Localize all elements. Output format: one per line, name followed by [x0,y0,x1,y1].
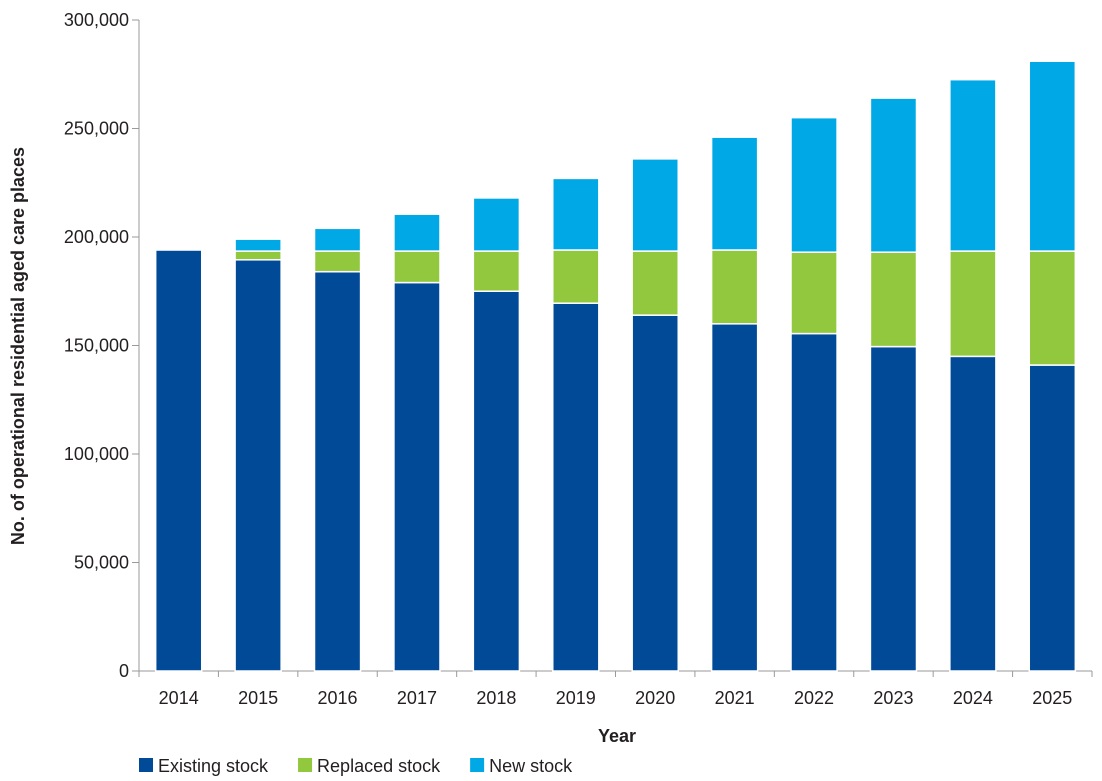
x-tick-label: 2023 [873,688,913,708]
bar-segment-new-stock [393,213,441,252]
bars [154,60,1077,672]
bar-segment-existing-stock [234,259,282,672]
legend-swatch-existing-stock [139,758,153,772]
bar-segment-replaced-stock [234,250,282,261]
x-tick-label: 2014 [159,688,199,708]
bar-segment-replaced-stock [552,249,600,304]
bar-segment-existing-stock [710,323,759,672]
x-tick-label: 2019 [556,688,596,708]
x-tick-label: 2018 [476,688,516,708]
bar-segment-existing-stock [313,270,362,672]
x-tick-label: 2024 [953,688,993,708]
bar-segment-existing-stock [631,314,679,672]
x-tick-label: 2021 [715,688,755,708]
x-tick-label: 2017 [397,688,437,708]
bar-segment-replaced-stock [472,250,521,292]
x-tick-label: 2020 [635,688,675,708]
x-tick-label: 2016 [318,688,358,708]
bar-segment-replaced-stock [790,251,838,335]
x-tick-label: 2015 [238,688,278,708]
bar-segment-existing-stock [472,290,521,672]
bar-segment-replaced-stock [1028,250,1077,366]
x-tick-label: 2025 [1032,688,1072,708]
bar-segment-new-stock [1028,60,1077,252]
x-axis: 2014 2015 2016 2017 2018 2019 2020 2021 2022 2023… [138,670,1093,708]
bar-segment-new-stock [710,136,759,251]
bar-segment-new-stock [869,97,918,253]
bar-segment-new-stock [790,116,838,253]
bar-segment-existing-stock [869,345,918,672]
x-tick-label: 2022 [794,688,834,708]
legend-swatch-replaced-stock [298,758,313,772]
y-tick-label: 300,000 [64,10,129,30]
bar-segment-new-stock [552,177,600,251]
bar-segment-replaced-stock [869,251,918,348]
bar-segment-new-stock [313,227,362,252]
y-axis: 0 50,000 100,000 150,000 200,000 250,000 300,0… [64,10,140,681]
bar-segment-replaced-stock [949,250,997,358]
bar-segment-existing-stock [949,355,997,672]
bar-segment-new-stock [631,158,679,252]
legend-label-existing-stock: Existing stock [158,756,269,776]
bar-segment-new-stock [472,197,521,252]
bar-segment-existing-stock [1028,364,1077,672]
y-tick-label: 250,000 [64,119,129,139]
bar-segment-existing-stock [393,281,441,672]
legend-swatch-new-stock [470,758,485,772]
y-tick-label: 100,000 [64,444,129,464]
x-axis-title: Year [598,726,636,746]
bar-segment-replaced-stock [631,250,679,316]
y-tick-label: 0 [119,661,129,681]
bar-segment-replaced-stock [393,250,441,284]
bar-segment-new-stock [234,238,282,252]
bar-segment-replaced-stock [710,249,759,325]
legend-label-replaced-stock: Replaced stock [317,756,441,776]
bar-segment-replaced-stock [313,250,362,273]
y-tick-label: 200,000 [64,227,129,247]
bar-segment-existing-stock [154,249,203,672]
legend: Existing stock Replaced stock New stock [139,756,573,776]
y-tick-label: 50,000 [74,553,129,573]
legend-label-new-stock: New stock [489,756,573,776]
y-tick-label: 150,000 [64,336,129,356]
bar-segment-existing-stock [790,332,838,672]
bar-segment-existing-stock [552,302,600,672]
bar-segment-new-stock [949,78,997,252]
y-axis-title: No. of operational residential aged care… [8,147,28,545]
